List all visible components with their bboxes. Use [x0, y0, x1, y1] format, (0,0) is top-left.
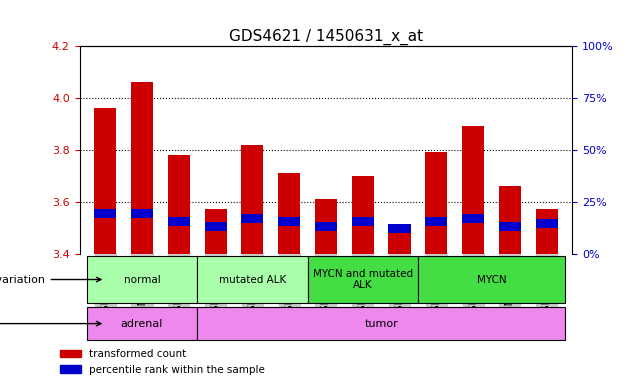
Bar [344, 46, 381, 253]
FancyBboxPatch shape [308, 256, 418, 303]
FancyBboxPatch shape [87, 307, 197, 340]
Bar [197, 46, 234, 253]
Bar [462, 214, 484, 223]
FancyBboxPatch shape [197, 307, 565, 340]
Text: genotype/variation: genotype/variation [0, 275, 101, 285]
Bar [278, 217, 300, 226]
Bar [205, 222, 226, 231]
Bar [499, 186, 521, 253]
Bar [352, 217, 374, 226]
Bar [455, 46, 492, 253]
Bar [123, 46, 160, 253]
Bar [499, 222, 521, 231]
Bar [205, 210, 226, 253]
Bar [234, 46, 271, 253]
Bar [278, 173, 300, 253]
Bar [462, 126, 484, 253]
Bar [94, 209, 116, 218]
Text: mutated ALK: mutated ALK [219, 275, 286, 285]
Bar [131, 83, 153, 253]
Bar [536, 219, 558, 228]
Bar [492, 46, 529, 253]
Bar [418, 46, 455, 253]
Bar [168, 155, 190, 253]
Text: MYCN: MYCN [476, 275, 506, 285]
Bar [160, 46, 197, 253]
FancyBboxPatch shape [197, 256, 308, 303]
FancyBboxPatch shape [418, 256, 565, 303]
Bar [308, 46, 344, 253]
Bar [131, 209, 153, 218]
Bar [389, 230, 411, 253]
FancyBboxPatch shape [87, 256, 197, 303]
Bar [536, 210, 558, 253]
Bar [241, 214, 263, 223]
Bar [168, 217, 190, 226]
Bar [271, 46, 308, 253]
Text: normal: normal [123, 275, 160, 285]
Bar [381, 46, 418, 253]
Bar [389, 224, 411, 233]
Text: adrenal: adrenal [121, 319, 163, 329]
Text: MYCN and mutated
ALK: MYCN and mutated ALK [313, 269, 413, 290]
Bar [315, 222, 337, 231]
Bar [529, 46, 565, 253]
Bar [94, 108, 116, 253]
Text: tumor: tumor [364, 319, 398, 329]
Legend: transformed count, percentile rank within the sample: transformed count, percentile rank withi… [56, 345, 270, 379]
Bar [352, 176, 374, 253]
Text: tissue: tissue [0, 319, 101, 329]
Bar [425, 217, 447, 226]
Bar [87, 46, 123, 253]
Bar [241, 145, 263, 253]
Title: GDS4621 / 1450631_x_at: GDS4621 / 1450631_x_at [229, 28, 423, 45]
Bar [425, 152, 447, 253]
Bar [315, 199, 337, 253]
